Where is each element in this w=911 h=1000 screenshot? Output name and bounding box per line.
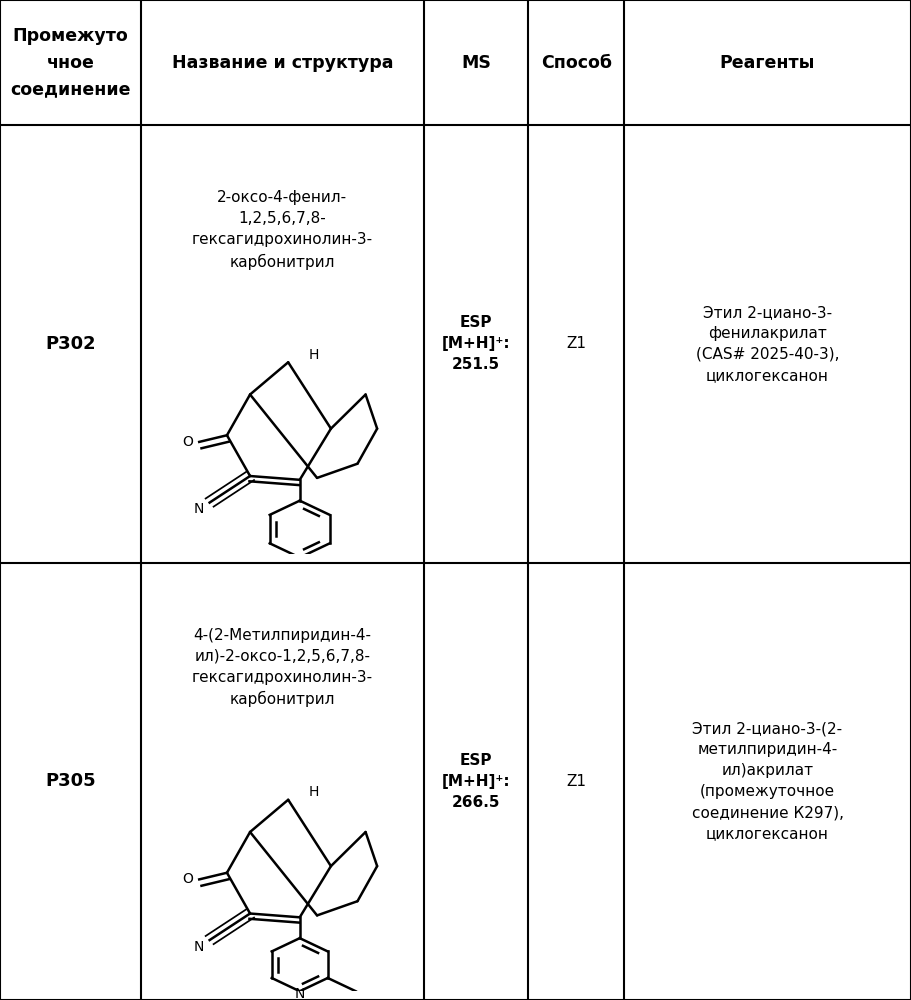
Text: O: O [182,435,193,449]
Text: 2-оксо-4-фенил-
1,2,5,6,7,8-
гексагидрохинолин-3-
карбонитрил: 2-оксо-4-фенил- 1,2,5,6,7,8- гексагидрох… [192,190,373,270]
Text: Этил 2-циано-3-(2-
метилпиридин-4-
ил)акрилат
(промежуточное
соединение К297),
ц: Этил 2-циано-3-(2- метилпиридин-4- ил)ак… [691,721,844,841]
Text: Реагенты: Реагенты [720,53,815,72]
Text: P305: P305 [46,772,96,790]
Text: Z1: Z1 [567,774,586,789]
Text: N: N [194,940,204,954]
Text: H: H [309,785,319,799]
Text: P302: P302 [46,335,96,353]
Text: Способ: Способ [541,53,611,72]
Text: O: O [182,872,193,886]
Text: N: N [194,502,204,516]
Text: Промежуто
чное
соединение: Промежуто чное соединение [10,27,131,98]
Text: MS: MS [461,53,491,72]
Text: H: H [309,348,319,362]
Text: N: N [294,987,305,1000]
Text: ESP
[M+H]⁺:
251.5: ESP [M+H]⁺: 251.5 [442,315,510,372]
Text: Название и структура: Название и структура [171,53,394,72]
Text: Этил 2-циано-3-
фенилакрилат
(CAS# 2025-40-3),
циклогексанон: Этил 2-циано-3- фенилакрилат (CAS# 2025-… [696,305,839,383]
Text: ESP
[M+H]⁺:
266.5: ESP [M+H]⁺: 266.5 [442,753,510,810]
Text: Z1: Z1 [567,336,586,351]
Text: 4-(2-Метилпиридин-4-
ил)-2-оксо-1,2,5,6,7,8-
гексагидрохинолин-3-
карбонитрил: 4-(2-Метилпиридин-4- ил)-2-оксо-1,2,5,6,… [192,628,373,707]
